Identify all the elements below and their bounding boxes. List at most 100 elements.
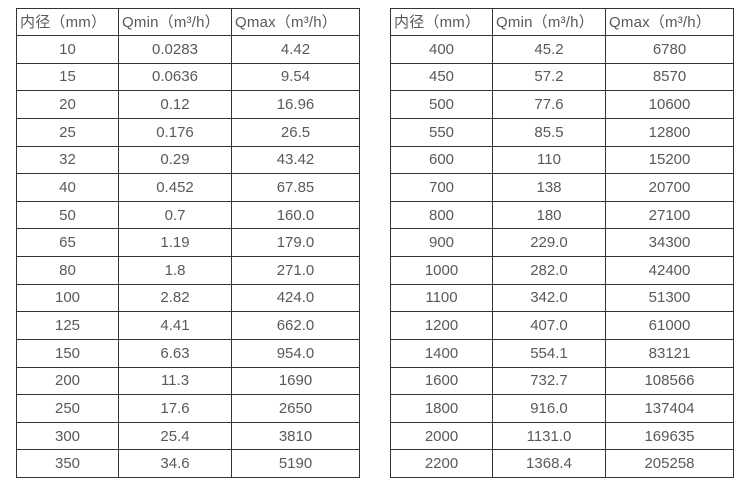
table-row: 1100 342.0 51300	[390, 283, 734, 313]
table-cell: 2200	[390, 449, 493, 478]
table-row: 800 180 27100	[390, 200, 734, 230]
header-qmax: Qmax（m³/h）	[231, 8, 360, 36]
table-row: 50 0.7 160.0	[16, 200, 360, 230]
table-row: 15 0.0636 9.54	[16, 62, 360, 92]
table-cell: 10	[16, 35, 119, 64]
table-cell: 282.0	[492, 256, 606, 285]
table-cell: 57.2	[492, 62, 606, 92]
table-cell: 271.0	[231, 256, 360, 285]
table-cell: 16.96	[231, 90, 360, 119]
table-row: 400 45.2 6780	[390, 35, 734, 64]
table-cell: 25	[16, 117, 119, 147]
table-row: 25 0.176 26.5	[16, 117, 360, 147]
table-cell: 0.452	[118, 173, 232, 202]
table-cell: 67.85	[231, 173, 360, 202]
table-cell: 34300	[605, 228, 734, 257]
flow-table-large-diameters: 内径（mm） Qmin（m³/h） Qmax（m³/h） 400 45.2 6780…	[390, 8, 734, 478]
table-row: 250 17.6 2650	[16, 394, 360, 423]
table-row: 40 0.452 67.85	[16, 173, 360, 202]
table-row: 350 34.6 5190	[16, 449, 360, 478]
table-row: 700 138 20700	[390, 173, 734, 202]
table-cell: 65	[16, 228, 119, 257]
table-row: 80 1.8 271.0	[16, 256, 360, 285]
table-cell: 108566	[605, 366, 734, 396]
header-qmin: Qmin（m³/h）	[118, 8, 232, 36]
table-cell: 42400	[605, 256, 734, 285]
table-cell: 8570	[605, 62, 734, 92]
table-cell: 0.0636	[118, 62, 232, 92]
table-cell: 137404	[605, 394, 734, 423]
table-cell: 0.7	[118, 200, 232, 230]
table-cell: 25.4	[118, 421, 232, 451]
table-body: 400 45.2 6780 450 57.2 8570 500 77.6 10600 550 85.…	[390, 35, 734, 478]
table-cell: 1400	[390, 338, 493, 368]
table-cell: 1.19	[118, 228, 232, 257]
table-cell: 1.8	[118, 256, 232, 285]
table-cell: 80	[16, 256, 119, 285]
table-row: 1000 282.0 42400	[390, 256, 734, 285]
table-cell: 1200	[390, 311, 493, 340]
table-row: 1800 916.0 137404	[390, 394, 734, 423]
table-row: 300 25.4 3810	[16, 421, 360, 451]
table-cell: 350	[16, 449, 119, 478]
table-cell: 550	[390, 117, 493, 147]
table-cell: 20700	[605, 173, 734, 202]
table-cell: 51300	[605, 283, 734, 313]
table-cell: 6.63	[118, 338, 232, 368]
table-cell: 179.0	[231, 228, 360, 257]
table-row: 100 2.82 424.0	[16, 283, 360, 313]
table-cell: 32	[16, 145, 119, 175]
table-cell: 500	[390, 90, 493, 119]
header-row: 内径（mm） Qmin（m³/h） Qmax（m³/h）	[16, 8, 360, 36]
table-cell: 1600	[390, 366, 493, 396]
table-cell: 45.2	[492, 35, 606, 64]
table-row: 450 57.2 8570	[390, 62, 734, 92]
table-row: 32 0.29 43.42	[16, 145, 360, 175]
table-cell: 138	[492, 173, 606, 202]
table-row: 550 85.5 12800	[390, 117, 734, 147]
table-row: 2200 1368.4 205258	[390, 449, 734, 478]
table-cell: 2.82	[118, 283, 232, 313]
table-cell: 1368.4	[492, 449, 606, 478]
table-cell: 169635	[605, 421, 734, 451]
table-cell: 100	[16, 283, 119, 313]
table-cell: 50	[16, 200, 119, 230]
table-cell: 250	[16, 394, 119, 423]
table-cell: 83121	[605, 338, 734, 368]
table-cell: 160.0	[231, 200, 360, 230]
table-row: 150 6.63 954.0	[16, 338, 360, 368]
header-inner-diameter: 内径（mm）	[16, 8, 119, 36]
table-cell: 43.42	[231, 145, 360, 175]
table-cell: 77.6	[492, 90, 606, 119]
table-cell: 600	[390, 145, 493, 175]
table-cell: 125	[16, 311, 119, 340]
table-cell: 6780	[605, 35, 734, 64]
table-cell: 200	[16, 366, 119, 396]
table-cell: 1800	[390, 394, 493, 423]
table-row: 125 4.41 662.0	[16, 311, 360, 340]
table-row: 20 0.12 16.96	[16, 90, 360, 119]
table-cell: 17.6	[118, 394, 232, 423]
table-cell: 3810	[231, 421, 360, 451]
table-cell: 110	[492, 145, 606, 175]
flow-table-small-diameters: 内径（mm） Qmin（m³/h） Qmax（m³/h） 10 0.0283 4.4…	[16, 8, 360, 478]
table-body: 10 0.0283 4.42 15 0.0636 9.54 20 0.12 16.96 25 0.1…	[16, 35, 360, 478]
table-cell: 205258	[605, 449, 734, 478]
table-cell: 1000	[390, 256, 493, 285]
table-row: 65 1.19 179.0	[16, 228, 360, 257]
table-cell: 900	[390, 228, 493, 257]
table-cell: 424.0	[231, 283, 360, 313]
table-cell: 0.0283	[118, 35, 232, 64]
table-cell: 2000	[390, 421, 493, 451]
table-cell: 4.41	[118, 311, 232, 340]
table-cell: 15	[16, 62, 119, 92]
table-cell: 27100	[605, 200, 734, 230]
table-cell: 180	[492, 200, 606, 230]
table-cell: 26.5	[231, 117, 360, 147]
table-row: 600 110 15200	[390, 145, 734, 175]
table-cell: 12800	[605, 117, 734, 147]
table-cell: 34.6	[118, 449, 232, 478]
table-row: 500 77.6 10600	[390, 90, 734, 119]
table-cell: 954.0	[231, 338, 360, 368]
